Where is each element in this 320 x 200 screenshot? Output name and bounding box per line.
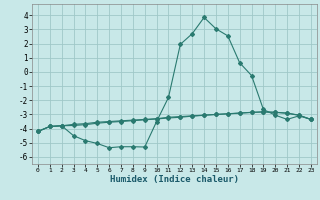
X-axis label: Humidex (Indice chaleur): Humidex (Indice chaleur): [110, 175, 239, 184]
